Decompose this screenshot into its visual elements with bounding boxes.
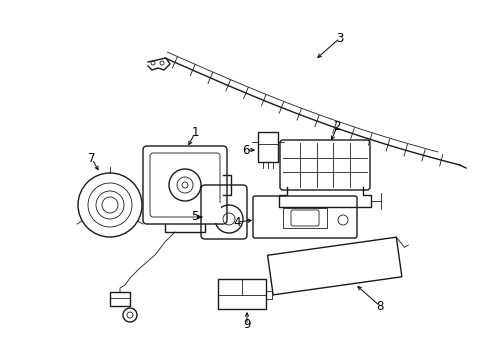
Bar xyxy=(203,203,221,223)
Text: 4: 4 xyxy=(233,216,240,229)
Text: 6: 6 xyxy=(242,144,249,157)
Text: 9: 9 xyxy=(243,319,250,332)
Text: 1: 1 xyxy=(191,126,198,139)
Text: 2: 2 xyxy=(332,121,340,134)
Text: 7: 7 xyxy=(88,153,96,166)
Bar xyxy=(283,208,326,228)
Text: 8: 8 xyxy=(376,300,383,312)
Bar xyxy=(258,132,278,162)
Text: 3: 3 xyxy=(336,31,343,45)
Text: 5: 5 xyxy=(191,211,198,224)
Bar xyxy=(110,292,130,306)
Bar xyxy=(218,279,265,309)
